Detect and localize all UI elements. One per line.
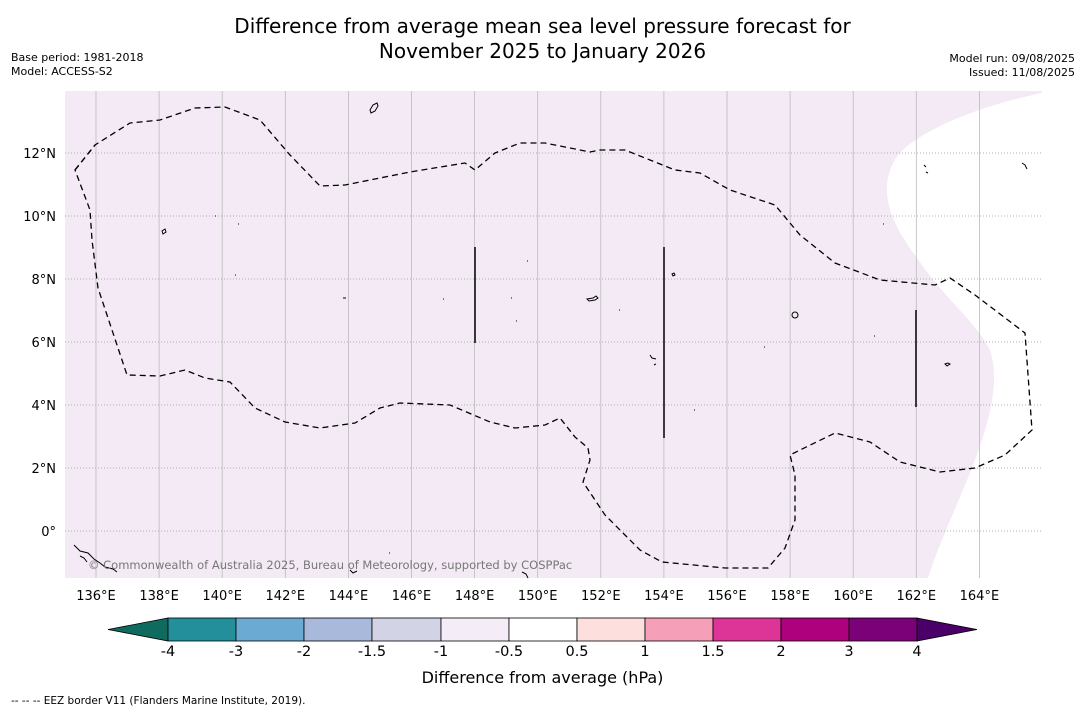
colorbar-tick-label: 1 xyxy=(640,644,650,660)
eez-borders xyxy=(74,106,1033,569)
colorbar-tick-label: -1.5 xyxy=(357,644,387,660)
longitude-label: 146°E xyxy=(392,589,432,604)
colorbar-bin xyxy=(167,617,237,642)
eez-segments xyxy=(474,247,917,438)
chart-title: Difference from average mean sea level p… xyxy=(0,14,1085,64)
colorbar-bin xyxy=(303,617,373,642)
footnote: -- -- -- EEZ border V11 (Flanders Marine… xyxy=(11,695,306,707)
latitude-labels: 12°N 10°N 8°N 6°N 4°N 2°N 0° xyxy=(23,147,56,540)
colorbar-bin xyxy=(644,617,714,642)
latitude-label: 4°N xyxy=(32,399,57,414)
colorbar-tick-label: -0.5 xyxy=(494,644,524,660)
meta-left: Base period: 1981-2018 Model: ACCESS-S2 xyxy=(11,51,143,79)
colorbar-tick-label: 4 xyxy=(912,644,922,660)
longitude-label: 136°E xyxy=(76,589,116,604)
base-period-text: Base period: 1981-2018 xyxy=(11,51,144,64)
longitude-labels: 136°E 138°E 140°E 142°E 144°E 146°E 148°E 150°E… xyxy=(76,589,999,604)
colorbar-tick-label: 0.5 xyxy=(565,644,589,660)
colorbar-tick-label: 1.5 xyxy=(701,644,725,660)
copyright-text: © Commonwealth of Australia 2025, Bureau… xyxy=(88,558,572,572)
longitude-label: 154°E xyxy=(644,589,684,604)
longitude-label: 164°E xyxy=(960,589,1000,604)
title-line-1: Difference from average mean sea level p… xyxy=(234,14,851,38)
colorbar-tick-label: -4 xyxy=(160,644,176,660)
latitude-label: 6°N xyxy=(32,336,57,351)
colorbar-tick-label: -2 xyxy=(296,644,312,660)
model-run-text: Model run: 09/08/2025 xyxy=(949,52,1075,65)
gridlines xyxy=(65,91,1042,578)
colorbar xyxy=(107,617,978,642)
colorbar-bin xyxy=(440,617,510,642)
longitude-label: 142°E xyxy=(266,589,306,604)
latitude-label: 10°N xyxy=(23,210,56,225)
colorbar-tick-label: 2 xyxy=(776,644,786,660)
colorbar-tick-label: -3 xyxy=(228,644,244,660)
issued-text: Issued: 11/08/2025 xyxy=(968,66,1075,79)
colorbar-bin xyxy=(371,617,442,642)
colorbar-bin xyxy=(780,617,850,642)
title-line-2: November 2025 to January 2026 xyxy=(378,39,707,63)
meta-right: Model run: 09/08/2025 Issued: 11/08/2025 xyxy=(949,52,1075,80)
colorbar-bin xyxy=(712,617,782,642)
colorbar-tick-label: 3 xyxy=(844,644,854,660)
colorbar-extend-high xyxy=(916,617,978,642)
latitude-label: 2°N xyxy=(32,462,57,477)
colorbar-bin xyxy=(848,617,918,642)
latitude-label: 0° xyxy=(41,525,56,540)
longitude-label: 158°E xyxy=(770,589,810,604)
colorbar-bin xyxy=(508,617,578,642)
longitude-label: 152°E xyxy=(581,589,621,604)
longitude-label: 144°E xyxy=(329,589,369,604)
coastlines xyxy=(73,102,1028,579)
longitude-label: 162°E xyxy=(897,589,937,604)
colorbar-tick-label: -1 xyxy=(433,644,449,660)
longitude-label: 150°E xyxy=(518,589,558,604)
longitude-label: 160°E xyxy=(833,589,873,604)
model-text: Model: ACCESS-S2 xyxy=(11,65,113,78)
colorbar-bin xyxy=(576,617,646,642)
longitude-label: 140°E xyxy=(202,589,242,604)
latitude-label: 8°N xyxy=(32,273,57,288)
longitude-label: 156°E xyxy=(707,589,747,604)
pressure-anomaly-shading xyxy=(65,91,1042,578)
colorbar-bin xyxy=(235,617,305,642)
colorbar-extend-low xyxy=(107,617,169,642)
longitude-label: 148°E xyxy=(455,589,495,604)
colorbar-title: Difference from average (hPa) xyxy=(421,668,664,687)
longitude-label: 138°E xyxy=(139,589,179,604)
latitude-label: 12°N xyxy=(23,147,56,162)
